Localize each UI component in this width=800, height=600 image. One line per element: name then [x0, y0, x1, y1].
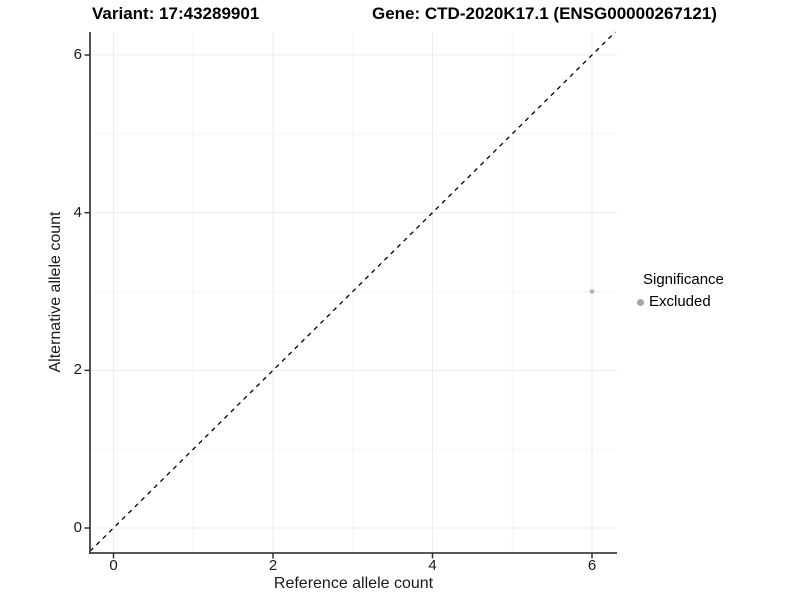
- legend-item: Excluded: [637, 293, 724, 311]
- identity-line: [89, 31, 616, 552]
- x-tick-label: 0: [109, 557, 118, 574]
- x-tick-label: 4: [428, 557, 437, 574]
- legend: Significance Excluded: [631, 271, 724, 311]
- y-tick-label: 2: [73, 361, 82, 379]
- legend-items: Excluded: [631, 293, 724, 311]
- y-axis-title: Alternative allele count: [47, 211, 64, 373]
- y-tick-label: 0: [73, 519, 82, 536]
- legend-key-dot-icon: [637, 298, 644, 306]
- variant-title: Variant: 17:43289901: [92, 4, 260, 23]
- data-point: [589, 289, 595, 294]
- legend-title: Significance: [643, 271, 724, 288]
- y-tick-label: 4: [73, 203, 82, 221]
- x-tick-label: 6: [587, 557, 597, 574]
- y-tick-label: 6: [73, 46, 82, 63]
- gene-title: Gene: CTD-2020K17.1 (ENSG00000267121): [372, 4, 717, 23]
- legend-item-label: Excluded: [649, 293, 711, 310]
- x-tick-label: 2: [268, 557, 278, 574]
- x-axis-title: Reference allele count: [273, 575, 434, 592]
